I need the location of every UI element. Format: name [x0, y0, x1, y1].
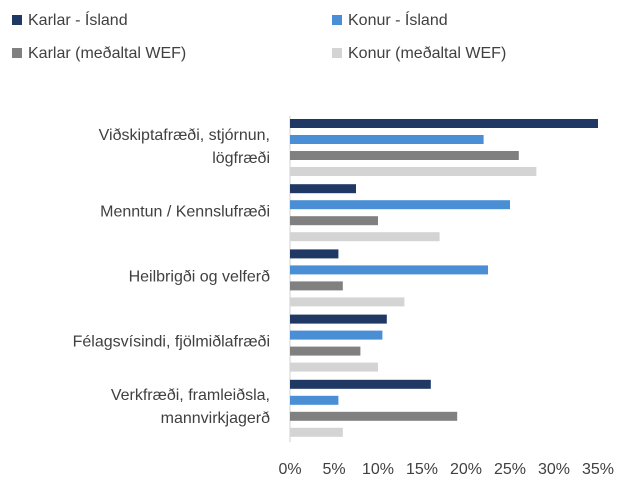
bar	[290, 427, 343, 437]
x-tick-label: 5%	[322, 461, 345, 478]
bar	[290, 184, 356, 194]
bar	[290, 265, 488, 275]
bar	[290, 314, 387, 324]
bar	[290, 411, 458, 421]
legend-swatch	[12, 48, 22, 58]
bar	[290, 362, 378, 372]
legend-swatch	[332, 15, 342, 25]
bar	[290, 200, 510, 210]
bar	[290, 330, 383, 340]
category-label: Menntun / Kennslufræði	[100, 203, 270, 221]
x-tick-label: 15%	[406, 461, 438, 478]
bar	[290, 281, 343, 291]
x-tick-label: 10%	[362, 461, 394, 478]
x-tick-label: 30%	[538, 461, 570, 478]
legend-swatch	[332, 48, 342, 58]
bar	[290, 249, 339, 259]
bar	[290, 135, 484, 144]
legend-label: Karlar - Ísland	[28, 10, 128, 29]
legend-swatch	[12, 15, 22, 25]
bar	[290, 151, 519, 160]
legend-label: Konur - Ísland	[348, 10, 448, 29]
x-tick-label: 0%	[278, 461, 301, 478]
legend-label: Konur (meðaltal WEF)	[348, 45, 506, 62]
bar	[290, 379, 431, 389]
bar	[290, 232, 440, 242]
bar	[290, 346, 361, 356]
bar	[290, 297, 405, 307]
bar	[290, 119, 598, 128]
category-label: Viðskiptafræði, stjórnun, lögfræði	[98, 126, 270, 167]
category-label: Félagsvísindi, fjölmiðlafræði	[72, 333, 270, 351]
bar	[290, 167, 537, 176]
legend-label: Karlar (meðaltal WEF)	[28, 45, 186, 62]
x-tick-label: 20%	[450, 461, 482, 478]
x-tick-label: 35%	[582, 461, 614, 478]
category-label: Heilbrigði og velferð	[128, 268, 270, 286]
x-tick-label: 25%	[494, 461, 526, 478]
category-label: Verkfræði, framleiðsla, mannvirkjagerð	[110, 387, 270, 428]
bar	[290, 395, 339, 405]
bar	[290, 216, 378, 226]
